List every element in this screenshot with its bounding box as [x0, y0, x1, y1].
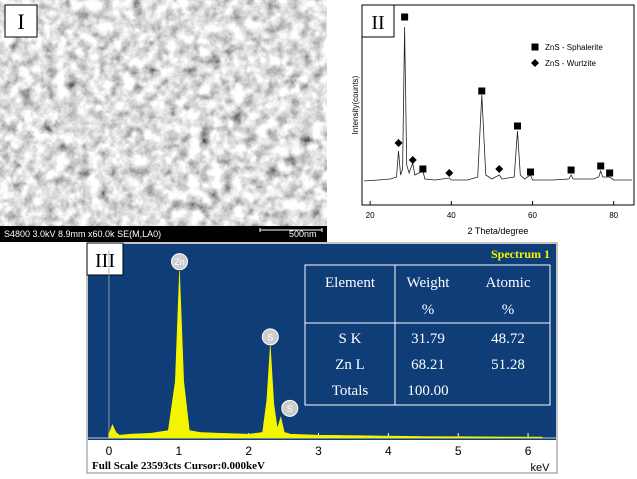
- eds-footer: Full Scale 23593cts Cursor:0.000keV: [92, 460, 265, 472]
- table-cell: 100.00: [407, 383, 448, 399]
- x-tick-label: 4: [385, 444, 392, 458]
- x-axis-label: 2 Theta/degree: [468, 226, 529, 236]
- peak-label: S: [267, 332, 273, 342]
- panel-label: III: [95, 250, 115, 272]
- peak-badge: [281, 399, 299, 417]
- eds-spectrum: [108, 270, 543, 439]
- marker-square: [597, 162, 605, 170]
- spectrum-title: Spectrum 1: [491, 247, 550, 261]
- peak-badge: [261, 328, 279, 346]
- x-tick-label: 3: [315, 444, 322, 458]
- x-axis-label: keV: [531, 462, 551, 474]
- xrd-frame: [361, 4, 635, 206]
- marker-square: [419, 165, 427, 173]
- table-cell: S K: [339, 331, 362, 347]
- x-tick-label: 60: [528, 211, 537, 220]
- x-tick-label: 80: [609, 211, 618, 220]
- x-tick-label: 40: [447, 211, 456, 220]
- marker-square: [531, 43, 539, 51]
- table-header: %: [422, 302, 435, 318]
- marker-diamond: [394, 139, 403, 147]
- xrd-line: [363, 26, 632, 182]
- marker-square: [526, 168, 534, 176]
- sem-scale: 500nm: [289, 229, 317, 239]
- x-tick-label: 1: [175, 444, 182, 458]
- x-tick-label: 0: [106, 444, 113, 458]
- marker-square: [567, 166, 575, 174]
- sem-info-bar: [0, 226, 327, 242]
- table-cell: 48.72: [491, 331, 525, 347]
- peak-label: Zn: [174, 257, 185, 267]
- x-tick-label: 5: [455, 444, 462, 458]
- y-axis-label: Intensity(counts): [351, 75, 360, 134]
- marker-diamond: [408, 156, 417, 164]
- x-tick-label: 20: [366, 211, 375, 220]
- sem-info: S4800 3.0kV 8.9mm x60.0k SE(M,LA0): [4, 229, 161, 239]
- marker-diamond: [445, 169, 454, 177]
- eds-table-lines: [304, 264, 551, 406]
- sem-panel: S4800 3.0kV 8.9mm x60.0k SE(M,LA0) 500nm…: [0, 0, 327, 242]
- eds-plot-bg: [88, 244, 556, 440]
- scale-bar: [259, 228, 323, 232]
- legend-label: ZnS - Sphalerite: [545, 43, 603, 52]
- table-cell: Zn L: [335, 357, 365, 373]
- x-tick-label: 6: [525, 444, 532, 458]
- marker-diamond: [495, 165, 504, 173]
- table-header: Element: [325, 275, 376, 291]
- eds-panel: III Spectrum 1 Full Scale 23593cts Curso…: [86, 242, 558, 474]
- marker-square: [606, 169, 614, 177]
- x-tick-label: 2: [245, 444, 252, 458]
- table-cell: 51.28: [491, 357, 525, 373]
- panel-label-box: [361, 4, 395, 38]
- peak-label: S: [287, 404, 293, 414]
- table-header: %: [502, 302, 515, 318]
- legend-label: ZnS - Wurtzite: [545, 59, 597, 68]
- panel-label: II: [371, 12, 384, 34]
- peak-badge: [171, 253, 189, 271]
- panel-label-box: [86, 242, 124, 276]
- marker-square: [478, 87, 486, 95]
- xrd-panel: II 20 40 60 80 2 Theta/degree Intensity(count…: [351, 4, 635, 236]
- marker-diamond: [531, 59, 539, 67]
- panel-label-box: [4, 4, 38, 38]
- marker-square: [401, 13, 409, 21]
- sem-texture: [0, 0, 327, 226]
- table-cell: 31.79: [411, 331, 445, 347]
- panel-label: I: [17, 9, 24, 34]
- marker-square: [513, 122, 521, 130]
- table-cell: Totals: [332, 383, 369, 399]
- table-header: Weight: [407, 275, 451, 291]
- table-cell: 68.21: [411, 357, 445, 373]
- table-header: Atomic: [486, 275, 531, 291]
